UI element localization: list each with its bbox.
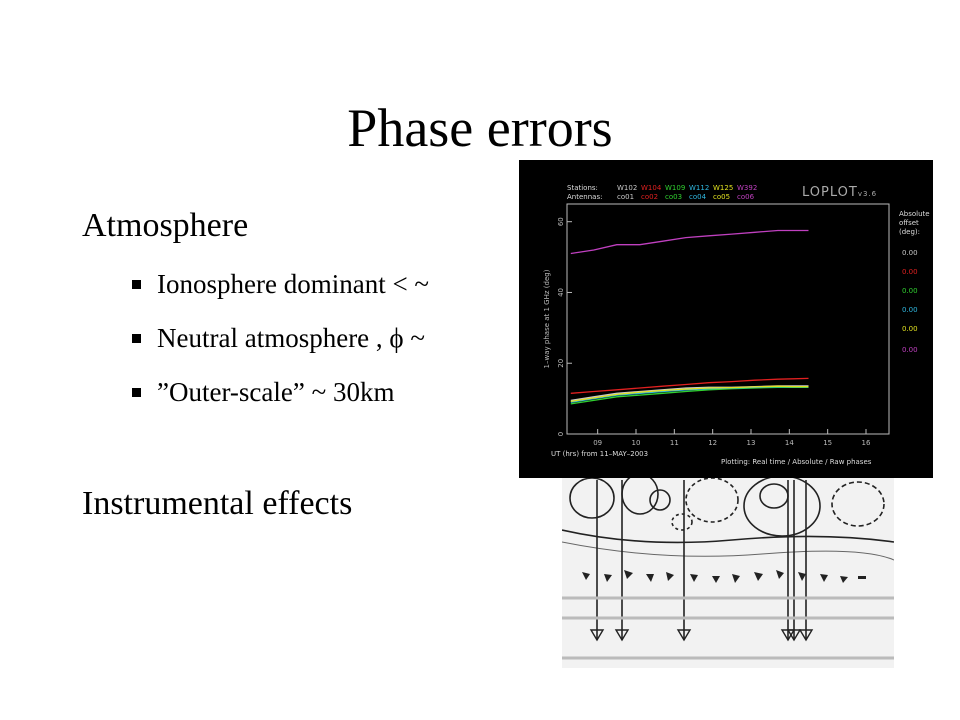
loplot-brand: LOPLOTv3.6	[802, 186, 877, 201]
offset-title-line2: offset	[899, 219, 919, 227]
y-tick-label: 0	[557, 432, 565, 436]
x-tick-label: 11	[670, 439, 679, 447]
x-tick-label: 14	[785, 439, 794, 447]
offset-value-w102: 0.00	[902, 249, 918, 257]
plot-frame	[566, 203, 890, 435]
bullet-text: ”Outer-scale” ~ 30km	[157, 377, 395, 407]
station-label-w112: W112	[689, 184, 710, 192]
x-tick-label: 10	[632, 439, 641, 447]
station-label-w104: W104	[641, 184, 662, 192]
turbulence-sketch-image	[562, 470, 894, 668]
footer-plotting-label: Plotting: Real time / Absolute / Raw pha…	[721, 458, 872, 466]
antenna-label-co02: co02	[641, 193, 659, 201]
x-tick-label: 12	[708, 439, 717, 447]
antenna-label-co01: co01	[617, 193, 635, 201]
station-label-w392: W392	[737, 184, 758, 192]
x-tick-label: 13	[747, 439, 756, 447]
atmosphere-heading: Atmosphere	[82, 207, 249, 244]
instrumental-heading: Instrumental effects	[82, 485, 353, 522]
offset-value-w125: 0.00	[902, 325, 918, 333]
antennas-label: Antennas:	[567, 193, 603, 201]
x-tick-label: 16	[862, 439, 871, 447]
series-line-w392	[570, 229, 809, 255]
loplot-version: v3.6	[857, 190, 878, 198]
turbulence-sketch-drawing	[562, 473, 894, 660]
x-tick-label: 15	[823, 439, 832, 447]
footer-ut-label: UT (hrs) from 11–MAY–2003	[551, 450, 649, 458]
x-tick-label: 09	[593, 439, 602, 447]
y-tick-label: 60	[557, 217, 565, 226]
bullet-neutral-atmosphere: Neutral atmosphere , ϕ ~	[132, 322, 425, 354]
station-label-w125: W125	[713, 184, 734, 192]
y-tick-label: 40	[557, 288, 565, 297]
offset-title-line1: Absolute	[899, 210, 930, 218]
series-line-w125	[570, 385, 809, 403]
bullet-text: Neutral atmosphere , ϕ ~	[157, 323, 425, 353]
offset-value-w112: 0.00	[902, 306, 918, 314]
bullet-marker	[132, 334, 141, 344]
bullet-marker	[132, 388, 141, 398]
offset-value-w392: 0.00	[902, 346, 918, 354]
station-label-w102: W102	[617, 184, 638, 192]
bullet-text: Ionosphere dominant < ~	[157, 269, 430, 299]
stations-label: Stations:	[567, 184, 598, 192]
y-tick-label: 20	[557, 359, 565, 368]
loplot-phase-plot: 0 20 40 60 09 10 11 12 13 14 15 16 1–way phase at 1 …	[519, 160, 933, 478]
slide-title: Phase errors	[347, 98, 613, 158]
antenna-label-co06: co06	[737, 193, 755, 201]
bullet-marker	[132, 280, 141, 290]
offset-value-w109: 0.00	[902, 287, 918, 295]
loplot-brand-name: LOPLOT	[802, 185, 858, 200]
antenna-label-co04: co04	[689, 193, 707, 201]
antenna-label-co05: co05	[713, 193, 731, 201]
offset-value-w104: 0.00	[902, 268, 918, 276]
antenna-label-co03: co03	[665, 193, 683, 201]
y-axis-label: 1–way phase at 1 GHz (deg)	[543, 269, 551, 368]
offset-title-line3: (deg):	[899, 228, 921, 236]
series-line-w104	[570, 377, 809, 394]
bullet-ionosphere: Ionosphere dominant < ~	[132, 268, 429, 300]
bullet-outer-scale: ”Outer-scale” ~ 30km	[132, 376, 394, 408]
station-label-w109: W109	[665, 184, 686, 192]
loplot-chart-svg: 0 20 40 60 09 10 11 12 13 14 15 16 1–way phase at 1 …	[543, 203, 890, 447]
